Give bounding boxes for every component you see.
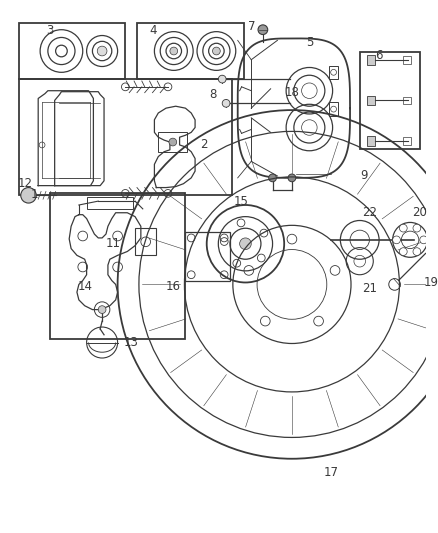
Bar [87, 197, 133, 209]
Circle shape [420, 236, 427, 244]
Bar [403, 137, 411, 145]
Text: 20: 20 [412, 206, 427, 219]
Bar [329, 102, 339, 116]
Circle shape [288, 174, 296, 182]
Text: 2: 2 [200, 139, 208, 151]
Circle shape [258, 25, 268, 35]
Circle shape [212, 47, 220, 55]
Bar [403, 96, 411, 104]
Bar [360, 52, 420, 149]
Circle shape [21, 188, 36, 203]
Circle shape [222, 100, 230, 107]
Text: 13: 13 [124, 336, 138, 349]
Text: 21: 21 [362, 282, 377, 295]
Bar [50, 193, 185, 338]
Circle shape [413, 248, 421, 255]
Text: 15: 15 [234, 195, 249, 208]
Bar [367, 136, 375, 146]
Circle shape [97, 46, 107, 56]
Circle shape [268, 174, 276, 182]
Text: 12: 12 [18, 177, 33, 190]
Circle shape [169, 138, 177, 146]
Bar [19, 79, 232, 195]
Circle shape [98, 306, 106, 313]
Bar [367, 55, 375, 64]
Circle shape [399, 224, 407, 232]
Circle shape [392, 236, 400, 244]
Text: 8: 8 [209, 88, 216, 101]
Circle shape [399, 248, 407, 255]
Circle shape [413, 224, 421, 232]
Text: 14: 14 [77, 280, 92, 293]
Text: 1: 1 [31, 188, 38, 200]
Circle shape [170, 47, 178, 55]
Text: 16: 16 [166, 280, 180, 293]
Bar [367, 95, 375, 105]
Bar [137, 23, 244, 79]
Bar [19, 23, 125, 79]
Text: 3: 3 [46, 24, 53, 37]
Bar [158, 132, 187, 152]
Text: 17: 17 [323, 466, 338, 479]
Text: 4: 4 [150, 24, 157, 37]
Text: 18: 18 [285, 86, 299, 99]
Bar [185, 232, 230, 280]
Text: 9: 9 [360, 169, 367, 182]
Text: 11: 11 [105, 237, 120, 250]
Text: 5: 5 [306, 36, 313, 49]
Bar [135, 228, 156, 255]
Circle shape [218, 75, 226, 83]
Bar [329, 66, 339, 79]
Text: 7: 7 [247, 20, 255, 33]
Circle shape [240, 238, 251, 249]
Text: 22: 22 [362, 206, 377, 219]
Bar [403, 56, 411, 63]
Text: 19: 19 [424, 276, 438, 289]
Text: 6: 6 [375, 50, 383, 62]
